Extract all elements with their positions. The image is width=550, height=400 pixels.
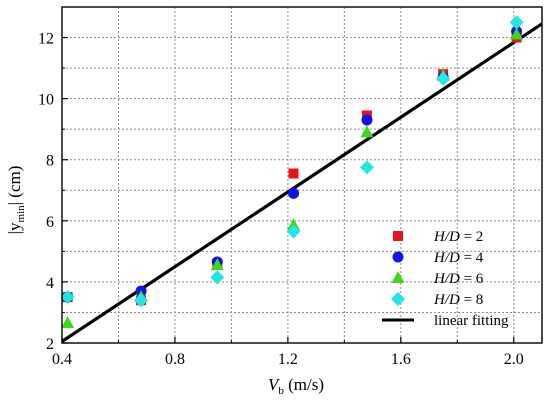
legend-marker-3 <box>391 271 405 283</box>
point-series-4 <box>509 15 524 30</box>
legend-marker-4 <box>391 292 405 306</box>
legend-label-italic: H/D <box>433 292 460 308</box>
legend-label-1: H/D = 2 <box>433 229 483 245</box>
x-tick-label: 1.6 <box>391 351 411 368</box>
x-title-sub: b <box>278 385 284 397</box>
point-series-4 <box>134 293 149 308</box>
y-tick-label: 8 <box>46 153 54 170</box>
legend-label-3: H/D = 6 <box>433 271 484 287</box>
point-series-4 <box>286 224 301 239</box>
legend-label-fit: linear fitting <box>434 313 509 329</box>
point-series-4 <box>359 160 374 175</box>
legend-label-value: = 2 <box>460 229 483 245</box>
y-tick-label: 6 <box>46 214 54 231</box>
grid-lines <box>61 7 542 344</box>
x-tick-label: 2.0 <box>504 351 524 368</box>
plot-frame <box>61 6 543 344</box>
legend-marker-1 <box>393 231 403 241</box>
legend-marker-2 <box>392 251 404 263</box>
y-tick-label: 4 <box>46 275 54 292</box>
point-series-2 <box>288 187 300 199</box>
legend-label-italic: H/D <box>433 250 460 266</box>
y-title-pre: |y <box>5 222 24 234</box>
x-tick-label: 0.4 <box>52 351 72 368</box>
legend-label-value: = 8 <box>460 292 483 308</box>
point-series-3 <box>510 27 524 40</box>
y-tick-label: 2 <box>46 336 54 353</box>
legend-label-italic: H/D <box>433 229 460 245</box>
y-axis-title: |ymin| (cm) <box>5 166 27 235</box>
point-series-4 <box>60 290 75 305</box>
point-series-3 <box>61 316 75 329</box>
legend-label-value: = 4 <box>460 250 484 266</box>
data-points <box>60 15 524 329</box>
x-tick-label: 1.2 <box>278 351 298 368</box>
point-series-1 <box>288 168 299 179</box>
point-series-4 <box>436 71 451 86</box>
y-title-sub: min <box>15 205 27 223</box>
y-tick-label: 12 <box>38 31 54 48</box>
x-axis-title: Vb (m/s) <box>268 375 324 397</box>
axis-ticks: 0.4 0.8 1.2 1.6 2.0 2 4 6 8 10 12 <box>38 31 524 368</box>
y-tick-label: 10 <box>38 92 54 109</box>
legend-label-4: H/D = 8 <box>433 292 483 308</box>
legend-label-italic: H/D <box>433 271 460 287</box>
y-title-post: | (cm) <box>5 166 24 206</box>
x-tick-label: 0.8 <box>165 351 185 368</box>
legend-label-value: = 6 <box>460 271 484 287</box>
point-series-3 <box>210 258 224 271</box>
point-series-3 <box>287 218 301 231</box>
x-title-unit: (m/s) <box>284 375 324 394</box>
point-series-4 <box>210 270 225 285</box>
legend-label-2: H/D = 4 <box>433 250 484 266</box>
x-title-main: V <box>268 375 281 394</box>
point-series-3 <box>360 125 374 138</box>
point-series-2 <box>361 114 373 126</box>
